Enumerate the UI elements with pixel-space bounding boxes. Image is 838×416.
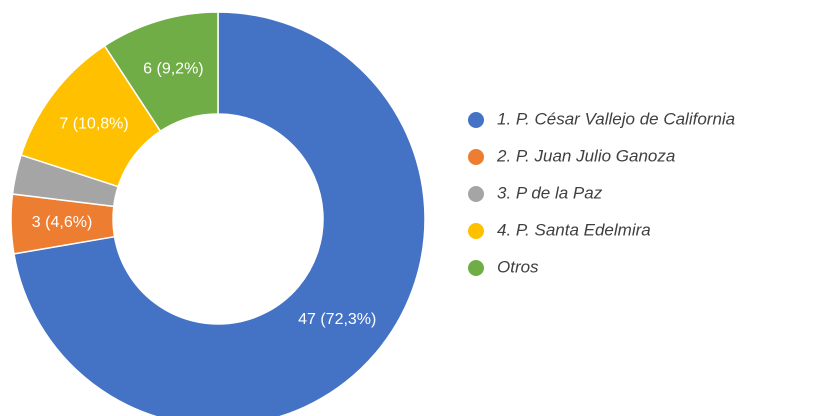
slice	[13, 11, 426, 416]
legend-label: 1. P. César Vallejo de California	[497, 109, 735, 128]
value-label: 3 (4,6%)	[32, 214, 92, 231]
legend-swatch	[468, 149, 484, 165]
legend-label: 4. P. Santa Edelmira	[497, 220, 651, 239]
legend-label: 3. P de la Paz	[497, 183, 603, 202]
value-label: 6 (9,2%)	[143, 61, 203, 78]
slice	[103, 11, 219, 133]
value-label: 7 (10,8%)	[59, 116, 128, 133]
legend-swatch	[468, 223, 484, 239]
legend-label: Otros	[497, 257, 539, 276]
legend-swatch	[468, 186, 484, 202]
value-label: 47 (72,3%)	[298, 311, 376, 328]
legend-label: 2. P. Juan Julio Ganoza	[496, 146, 675, 165]
legend-swatch	[468, 260, 484, 276]
legend-swatch	[468, 112, 484, 128]
